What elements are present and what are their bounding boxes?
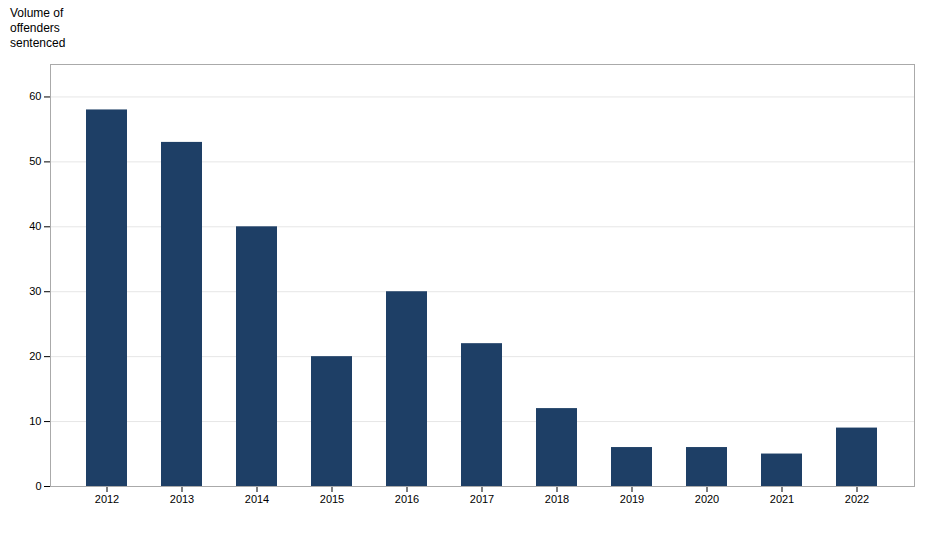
svg-text:2016: 2016 <box>395 493 419 505</box>
svg-text:2020: 2020 <box>695 493 719 505</box>
svg-text:10: 10 <box>29 415 41 427</box>
svg-text:2015: 2015 <box>320 493 344 505</box>
svg-text:2018: 2018 <box>545 493 569 505</box>
svg-text:40: 40 <box>29 220 41 232</box>
svg-text:20: 20 <box>29 350 41 362</box>
svg-text:2012: 2012 <box>95 493 119 505</box>
svg-text:0: 0 <box>35 480 41 492</box>
svg-text:2022: 2022 <box>845 493 869 505</box>
svg-text:2013: 2013 <box>170 493 194 505</box>
svg-text:2017: 2017 <box>470 493 494 505</box>
svg-text:50: 50 <box>29 155 41 167</box>
svg-text:2019: 2019 <box>620 493 644 505</box>
svg-text:30: 30 <box>29 285 41 297</box>
html-text:Volume of offenders sentenced: Volume of offenders sentenced <box>10 6 66 50</box>
svg-text:60: 60 <box>29 90 41 102</box>
svg-text:2014: 2014 <box>245 493 269 505</box>
svg-text:2021: 2021 <box>770 493 794 505</box>
